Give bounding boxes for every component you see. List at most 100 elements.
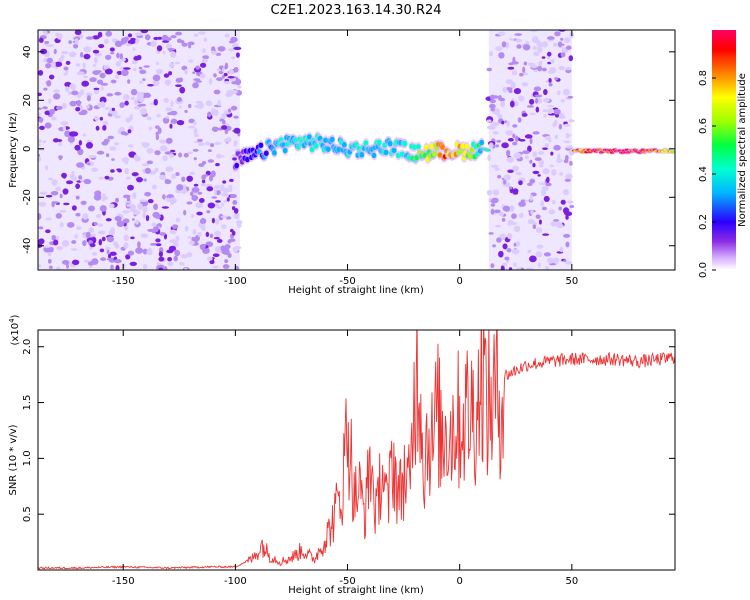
- noise-blob: [155, 238, 161, 243]
- noise-blob: [208, 78, 213, 85]
- noise-blob: [167, 112, 174, 116]
- noise-blob: [215, 162, 220, 167]
- noise-blob: [207, 159, 215, 163]
- noise-blob: [65, 86, 70, 92]
- noise-blob: [190, 214, 195, 218]
- noise-blob: [224, 128, 229, 135]
- noise-blob: [38, 143, 42, 147]
- noise-blob: [509, 100, 515, 108]
- noise-blob: [54, 61, 63, 67]
- noise-blob: [114, 142, 120, 146]
- noise-blob: [55, 212, 63, 219]
- noise-blob: [167, 256, 172, 262]
- noise-blob: [547, 104, 554, 108]
- noise-blob: [127, 129, 132, 134]
- noise-blob: [532, 151, 538, 158]
- noise-blob: [162, 50, 166, 55]
- noise-blob: [553, 219, 560, 222]
- noise-blob: [226, 137, 232, 142]
- noise-blob: [206, 186, 214, 192]
- noise-blob: [538, 219, 542, 225]
- noise-blob: [168, 62, 175, 68]
- noise-blob: [95, 70, 102, 73]
- noise-blob: [515, 241, 521, 247]
- signal-blob: [485, 149, 491, 152]
- noise-blob: [564, 211, 573, 216]
- noise-blob: [228, 187, 233, 193]
- noise-blob: [210, 50, 218, 55]
- colorbar: 0.0 0.2 0.4 0.6 0.8 Normalized spectral ampl…: [698, 30, 748, 278]
- noise-blob: [490, 263, 495, 269]
- noise-blob: [95, 213, 102, 219]
- noise-blob: [201, 58, 208, 64]
- noise-blob: [506, 248, 512, 253]
- noise-blob: [73, 43, 79, 49]
- noise-blob: [169, 229, 177, 235]
- noise-blob: [517, 117, 522, 123]
- noise-blob: [38, 238, 45, 245]
- noise-blob: [220, 202, 225, 207]
- noise-blob: [142, 212, 146, 219]
- noise-blob: [39, 125, 45, 130]
- noise-blob: [231, 81, 239, 85]
- noise-blob: [535, 106, 540, 113]
- noise-blob: [199, 217, 207, 225]
- noise-blob: [203, 37, 208, 42]
- noise-blob: [506, 149, 511, 157]
- noise-blob: [71, 90, 79, 96]
- noise-blob: [552, 122, 556, 128]
- noise-blob: [149, 242, 158, 246]
- noise-blob: [109, 203, 115, 209]
- noise-blob: [82, 62, 86, 69]
- noise-blob: [101, 198, 106, 202]
- noise-blob: [536, 42, 544, 48]
- noise-blob: [492, 131, 499, 135]
- noise-blob: [526, 105, 535, 108]
- noise-blob: [38, 69, 44, 76]
- noise-blob: [134, 32, 143, 37]
- noise-blob: [228, 108, 232, 113]
- noise-blob: [45, 217, 52, 221]
- noise-blob: [58, 155, 62, 161]
- noise-blob: [127, 33, 133, 38]
- noise-blob: [46, 80, 52, 87]
- noise-blob: [229, 178, 234, 182]
- noise-blob: [563, 140, 571, 144]
- noise-blob: [150, 40, 157, 47]
- noise-blob: [543, 98, 550, 103]
- noise-blob: [548, 77, 552, 83]
- noise-blob: [146, 116, 152, 121]
- signal-blob: [313, 143, 319, 149]
- noise-blob: [169, 123, 173, 129]
- noise-blob: [502, 205, 510, 212]
- noise-blob: [85, 92, 93, 97]
- noise-blob: [133, 154, 139, 161]
- noise-blob: [102, 125, 107, 131]
- noise-blob: [97, 31, 103, 38]
- noise-blob: [83, 53, 91, 60]
- noise-blob: [50, 191, 59, 196]
- noise-blob: [513, 225, 521, 233]
- noise-blob: [94, 115, 99, 121]
- noise-blob: [550, 59, 555, 64]
- noise-blob: [204, 141, 211, 146]
- noise-blob: [116, 70, 123, 75]
- noise-blob: [123, 242, 129, 249]
- signal-blob: [263, 150, 269, 156]
- noise-blob: [175, 217, 181, 223]
- spectrogram-xlabel: Height of straight line (km): [288, 285, 424, 296]
- noise-blob: [498, 211, 505, 217]
- noise-blob: [496, 237, 502, 243]
- noise-blob: [501, 142, 509, 149]
- noise-blob: [48, 74, 55, 80]
- noise-blob: [100, 86, 104, 91]
- noise-blob: [488, 142, 494, 149]
- noise-blob: [193, 33, 199, 38]
- noise-blob: [131, 60, 138, 65]
- noise-region: [485, 30, 575, 270]
- noise-blob: [235, 220, 243, 224]
- noise-blob: [495, 109, 501, 116]
- noise-blob: [115, 60, 122, 67]
- noise-blob: [530, 209, 534, 215]
- noise-blob: [556, 110, 560, 114]
